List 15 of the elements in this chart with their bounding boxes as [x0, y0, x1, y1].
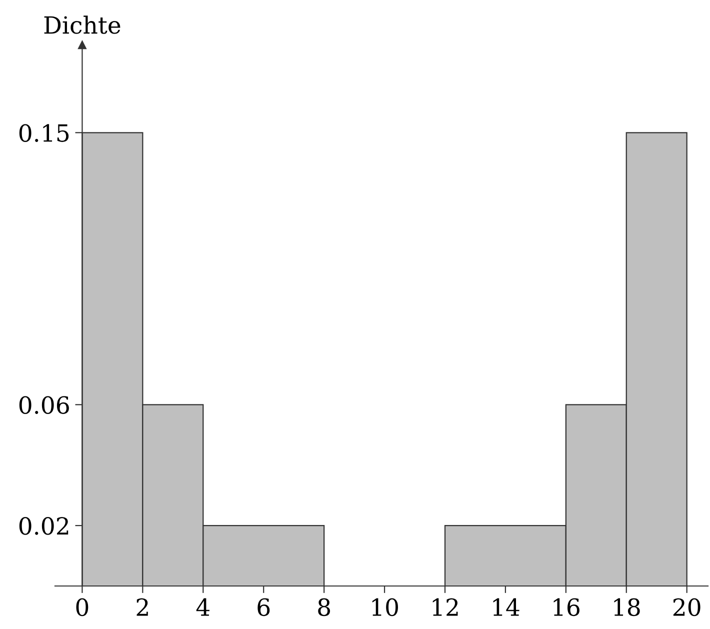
x-tick-label: 12	[432, 598, 458, 616]
x-tick-label: 20	[673, 598, 700, 616]
x-tick-label: 0	[76, 598, 88, 616]
y-tick-label: 0.15	[19, 124, 69, 142]
x-tick-label: 8	[318, 598, 330, 616]
x-tick-label: 4	[196, 598, 210, 616]
x-tick-label: 14	[493, 598, 520, 616]
x-tick-label: 10	[372, 598, 398, 616]
x-tick-label: 6	[258, 598, 270, 616]
x-tick-label: 18	[614, 598, 640, 616]
y-axis-title: Dichte	[44, 16, 120, 34]
y-tick-label: 0.06	[19, 396, 69, 414]
y-tick-label: 0.02	[19, 517, 68, 535]
x-tick-label: 16	[554, 598, 580, 616]
x-tick-label: 2	[136, 598, 148, 616]
